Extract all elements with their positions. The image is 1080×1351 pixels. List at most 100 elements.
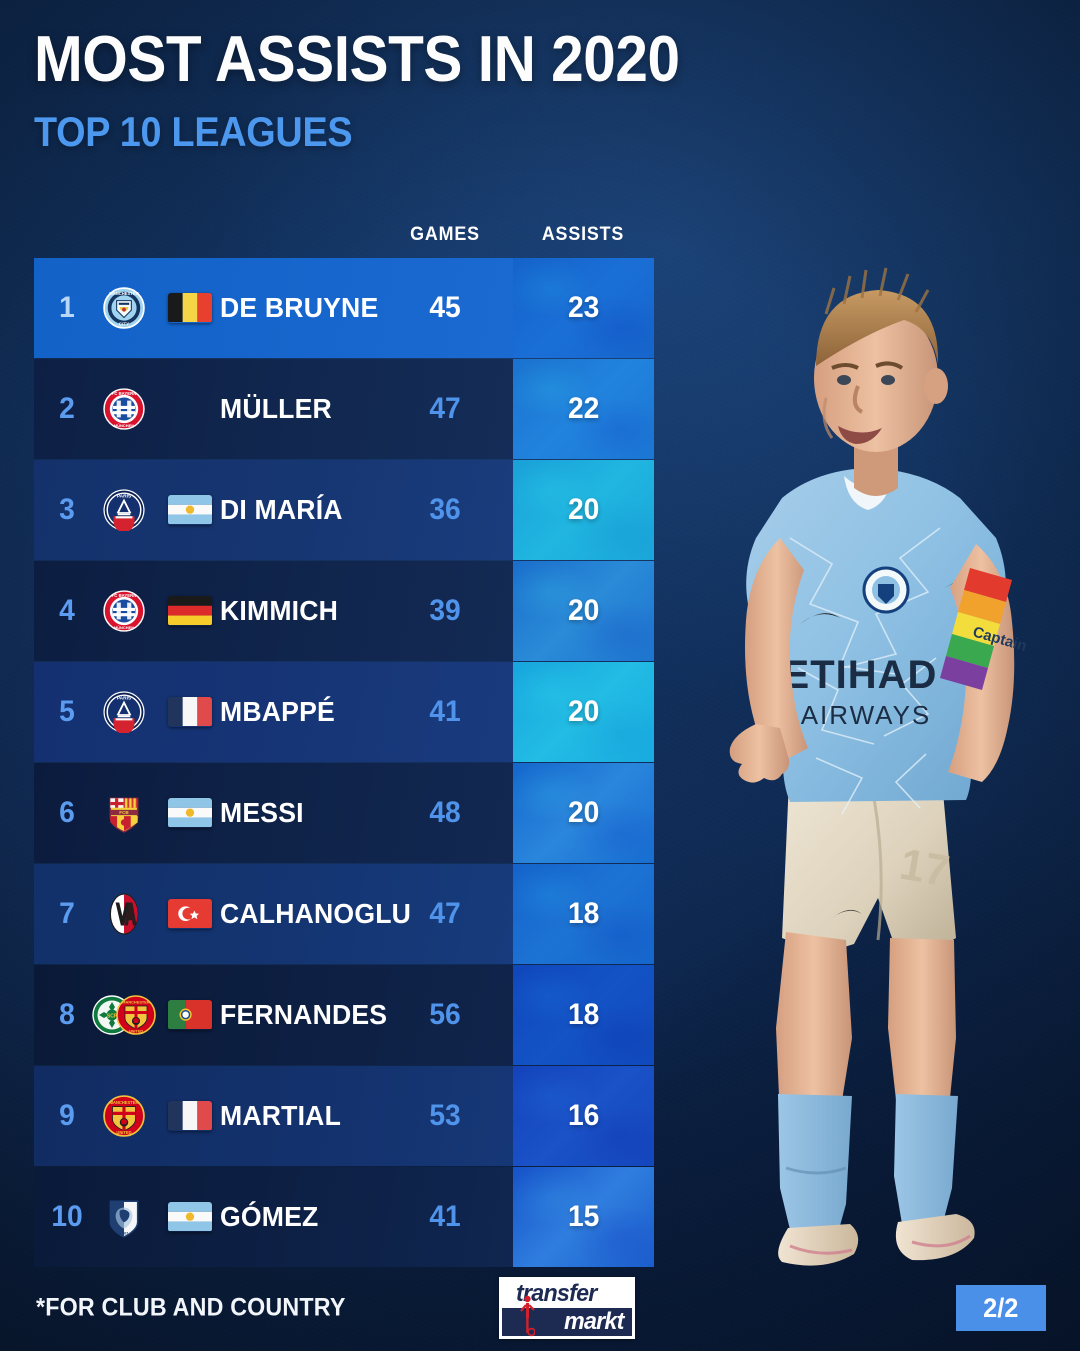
logo-bottom-band: markt bbox=[502, 1308, 632, 1336]
club-crests: 1907 bbox=[90, 1167, 158, 1267]
assists-bar bbox=[513, 763, 654, 863]
logo-text-markt: markt bbox=[563, 1308, 624, 1335]
rank-number: 2 bbox=[59, 391, 75, 425]
svg-text:17: 17 bbox=[896, 840, 953, 897]
assists-bar-texture bbox=[513, 1167, 654, 1267]
games-value: 56 bbox=[429, 997, 461, 1031]
player-name: KIMMICH bbox=[220, 594, 339, 626]
table-row[interactable]: 4 FC BAYERN MÜNCHEN KIMMICH 39 20 bbox=[34, 561, 654, 661]
club-crest-fc-barcelona-icon: FCB bbox=[103, 792, 145, 834]
table-row[interactable]: 1 MANCHESTER CITY DE BRUYNE 45 23 bbox=[34, 258, 654, 358]
assists-cell: 20 bbox=[513, 460, 654, 560]
assists-bar bbox=[513, 965, 654, 1065]
assists-value: 18 bbox=[567, 896, 600, 930]
club-crests bbox=[90, 864, 158, 964]
assists-bar-texture bbox=[513, 359, 654, 459]
assists-value: 16 bbox=[567, 1098, 600, 1132]
svg-text:PARIS: PARIS bbox=[117, 493, 132, 499]
club-crest-manchester-united-icon: MANCHESTER UNITED bbox=[116, 994, 156, 1035]
country-flag-france-icon bbox=[168, 1100, 212, 1131]
logo-top-band: transfer bbox=[502, 1280, 632, 1308]
assists-bar bbox=[513, 258, 654, 358]
rank-number: 10 bbox=[51, 1199, 83, 1233]
player-name: DE BRUYNE bbox=[220, 291, 379, 323]
page-indicator-text: 2/2 bbox=[983, 1292, 1019, 1323]
assists-bar-texture bbox=[513, 460, 654, 560]
club-crest-bayern-munich-icon: FC BAYERN MÜNCHEN bbox=[103, 590, 145, 632]
logo-text-transfer: transfer bbox=[516, 1280, 597, 1307]
logo-player-figure bbox=[520, 1295, 535, 1337]
svg-text:MÜNCHEN: MÜNCHEN bbox=[114, 423, 134, 428]
player-name: FERNANDES bbox=[220, 998, 388, 1030]
assists-value: 20 bbox=[567, 593, 600, 627]
player-name: CALHANOGLU bbox=[220, 897, 412, 929]
svg-text:SCP: SCP bbox=[107, 1013, 118, 1019]
table-row[interactable]: 10 1907 GÓMEZ 41 15 bbox=[34, 1167, 654, 1267]
club-crests: FCB bbox=[90, 763, 158, 863]
country-flag-belgium-icon bbox=[168, 292, 212, 323]
column-header-assists: ASSISTS bbox=[541, 224, 625, 245]
svg-text:FC BAYERN: FC BAYERN bbox=[112, 593, 137, 598]
games-value: 48 bbox=[429, 795, 461, 829]
table-row[interactable]: 9 MANCHESTER UNITED MARTIAL 53 16 bbox=[34, 1066, 654, 1166]
column-headers: GAMES ASSISTS bbox=[0, 224, 1080, 258]
svg-text:MANCHESTER: MANCHESTER bbox=[110, 1100, 139, 1105]
games-value: 47 bbox=[429, 391, 461, 425]
svg-text:CITY: CITY bbox=[119, 321, 130, 326]
rank-number: 6 bbox=[59, 795, 75, 829]
poster-header: MOST ASSISTS IN 2020 TOP 10 LEAGUES bbox=[34, 22, 751, 156]
club-crests: FC BAYERN MÜNCHEN bbox=[90, 359, 158, 459]
table-row[interactable]: 8 SCP MANCHESTER UNITED FERNANDES 56 18 bbox=[34, 965, 654, 1065]
table-row[interactable]: 7 CALHANOGLU 47 18 bbox=[34, 864, 654, 964]
player-name: DI MARÍA bbox=[220, 493, 343, 525]
player-name: MESSI bbox=[220, 796, 304, 828]
assists-bar bbox=[513, 662, 654, 762]
assists-value: 15 bbox=[567, 1199, 600, 1233]
table-row[interactable]: 2 FC BAYERN MÜNCHEN MÜLLER 47 22 bbox=[34, 359, 654, 459]
club-crest-ac-milan-icon bbox=[103, 893, 145, 935]
assists-bar bbox=[513, 1066, 654, 1166]
assists-bar-texture bbox=[513, 864, 654, 964]
assists-cell: 18 bbox=[513, 864, 654, 964]
svg-text:AIRWAYS: AIRWAYS bbox=[801, 700, 932, 730]
svg-text:MÜNCHEN: MÜNCHEN bbox=[114, 625, 134, 630]
assists-bar bbox=[513, 1167, 654, 1267]
assists-value: 20 bbox=[567, 492, 600, 526]
games-value: 41 bbox=[429, 1199, 461, 1233]
assists-cell: 15 bbox=[513, 1167, 654, 1267]
games-value: 36 bbox=[429, 492, 461, 526]
club-crest-atalanta-icon: 1907 bbox=[103, 1196, 145, 1238]
table-row[interactable]: 5 PARIS MBAPPÉ 41 20 bbox=[34, 662, 654, 762]
games-value: 39 bbox=[429, 593, 461, 627]
assists-cell: 20 bbox=[513, 763, 654, 863]
club-crest-paris-saint-germain-icon: PARIS bbox=[103, 489, 145, 532]
table-row[interactable]: 3 PARIS DI MARÍA 36 20 bbox=[34, 460, 654, 560]
page-subtitle: TOP 10 LEAGUES bbox=[34, 108, 353, 156]
player-name: MARTIAL bbox=[220, 1099, 342, 1131]
country-flag-germany-icon bbox=[168, 595, 212, 626]
club-crests: PARIS bbox=[90, 460, 158, 560]
rank-number: 1 bbox=[59, 290, 75, 324]
transfermarkt-logo: transfer markt bbox=[499, 1277, 635, 1339]
rank-number: 7 bbox=[59, 896, 75, 930]
column-header-games: GAMES bbox=[410, 224, 480, 245]
games-value: 47 bbox=[429, 896, 461, 930]
svg-text:MANCHESTER: MANCHESTER bbox=[109, 291, 139, 296]
assists-cell: 18 bbox=[513, 965, 654, 1065]
assists-bar-texture bbox=[513, 965, 654, 1065]
table-row[interactable]: 6 FCB MESSI 48 20 bbox=[34, 763, 654, 863]
assists-cell: 16 bbox=[513, 1066, 654, 1166]
svg-text:UNITED: UNITED bbox=[129, 1028, 144, 1033]
player-name: MÜLLER bbox=[220, 392, 332, 424]
assists-bar-texture bbox=[513, 662, 654, 762]
assists-value: 20 bbox=[567, 694, 600, 728]
assists-cell: 20 bbox=[513, 561, 654, 661]
page-title: MOST ASSISTS IN 2020 bbox=[34, 22, 680, 95]
rank-number: 3 bbox=[59, 492, 75, 526]
rank-number: 5 bbox=[59, 694, 75, 728]
player-name: MBAPPÉ bbox=[220, 695, 335, 727]
assists-value: 23 bbox=[567, 290, 600, 324]
svg-text:MANCHESTER: MANCHESTER bbox=[122, 999, 150, 1004]
club-crest-manchester-united-icon: MANCHESTER UNITED bbox=[103, 1094, 145, 1137]
club-crests: PARIS bbox=[90, 662, 158, 762]
